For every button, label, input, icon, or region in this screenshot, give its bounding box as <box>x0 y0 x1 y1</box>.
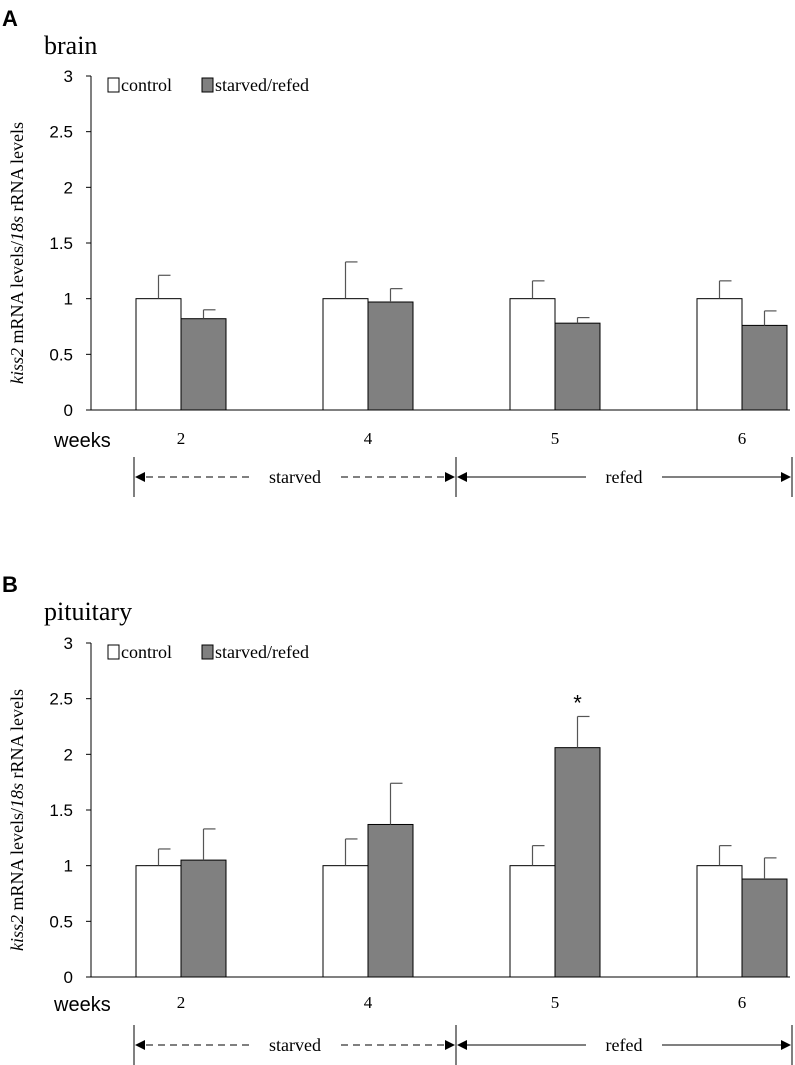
x-tick-label: 4 <box>364 993 373 1012</box>
y-tick-label: 3 <box>64 634 73 653</box>
panel-letter: A <box>2 6 18 31</box>
y-axis-label-part: mRNA levels/ <box>7 241 27 348</box>
bar-control-wk6 <box>696 298 743 411</box>
bar-control-wk2 <box>135 298 182 411</box>
period-label: starved <box>269 467 321 487</box>
panel-title: pituitary <box>44 597 132 626</box>
bar-control-wk5 <box>509 298 556 411</box>
y-tick-label: 2 <box>64 745 73 764</box>
bar-starved-refed-wk2 <box>180 318 227 411</box>
y-tick-label: 0 <box>64 401 73 420</box>
bar-control-wk4 <box>322 865 369 978</box>
y-tick-label: 1.5 <box>49 234 73 253</box>
y-tick-label: 0 <box>64 968 73 987</box>
legend-swatch-control <box>107 644 120 660</box>
y-tick-label: 1.5 <box>49 801 73 820</box>
y-tick-label: 2.5 <box>49 123 73 142</box>
y-tick-label: 0.5 <box>49 345 73 364</box>
legend-label: control <box>121 642 172 662</box>
x-tick-label: 5 <box>551 993 560 1012</box>
bar-starved-refed-wk4 <box>367 301 414 411</box>
y-axis-label: kiss2 mRNA levels/18s rRNA levels <box>7 689 27 951</box>
bar-starved-refed-wk4 <box>367 823 414 978</box>
x-tick-label: 5 <box>551 429 560 448</box>
bar-control-wk4 <box>322 298 369 411</box>
bar-starved-refed-wk6 <box>741 324 788 411</box>
period-annotation: starved refed <box>133 457 793 497</box>
legend-label: starved/refed <box>215 642 309 662</box>
y-tick-label: 1 <box>64 857 73 876</box>
x-tick-label: 2 <box>177 429 186 448</box>
y-axis-label-part: mRNA levels/ <box>7 808 27 915</box>
x-tick-label: 6 <box>738 993 747 1012</box>
bar-control-wk5 <box>509 865 556 978</box>
legend-swatch-starved-refed <box>201 77 214 93</box>
y-axis-label: kiss2 mRNA levels/18s rRNA levels <box>7 122 27 384</box>
x-axis-label: weeks <box>53 430 111 452</box>
x-tick-label: 4 <box>364 429 373 448</box>
legend-swatch-control <box>107 77 120 93</box>
period-label: refed <box>606 467 643 487</box>
y-tick-label: 0.5 <box>49 912 73 931</box>
panel-letter: B <box>2 572 18 597</box>
bar-control-wk6 <box>696 865 743 978</box>
y-tick-label: 2 <box>64 178 73 197</box>
bar-control-wk2 <box>135 865 182 978</box>
panel-title: brain <box>44 31 97 60</box>
legend: control starved/refed <box>107 75 309 95</box>
bar-starved-refed-wk5 <box>554 322 601 411</box>
x-tick-label: 2 <box>177 993 186 1012</box>
bar-starved-refed-wk6 <box>741 878 788 978</box>
x-axis-label: weeks <box>53 994 111 1016</box>
legend: control starved/refed <box>107 642 309 662</box>
y-axis-label-part: rRNA levels <box>7 689 27 783</box>
legend-label: starved/refed <box>215 75 309 95</box>
y-tick-label: 1 <box>64 290 73 309</box>
y-axis-label-part: 18s <box>7 783 27 808</box>
legend-label: control <box>121 75 172 95</box>
period-label: starved <box>269 1035 321 1055</box>
y-axis-label-part: kiss2 <box>7 915 27 951</box>
period-label: refed <box>606 1035 643 1055</box>
y-tick-label: 3 <box>64 67 73 86</box>
bar-starved-refed-wk5 <box>554 747 601 978</box>
significance-marker: * <box>573 690 582 715</box>
y-axis-label-part: 18s <box>7 216 27 241</box>
legend-swatch-starved-refed <box>201 644 214 660</box>
bar-starved-refed-wk2 <box>180 859 227 978</box>
period-annotation: starved refed <box>133 1025 793 1065</box>
y-axis-label-part: kiss2 <box>7 348 27 384</box>
y-axis-label-part: rRNA levels <box>7 122 27 216</box>
y-tick-label: 2.5 <box>49 690 73 709</box>
x-tick-label: 6 <box>738 429 747 448</box>
